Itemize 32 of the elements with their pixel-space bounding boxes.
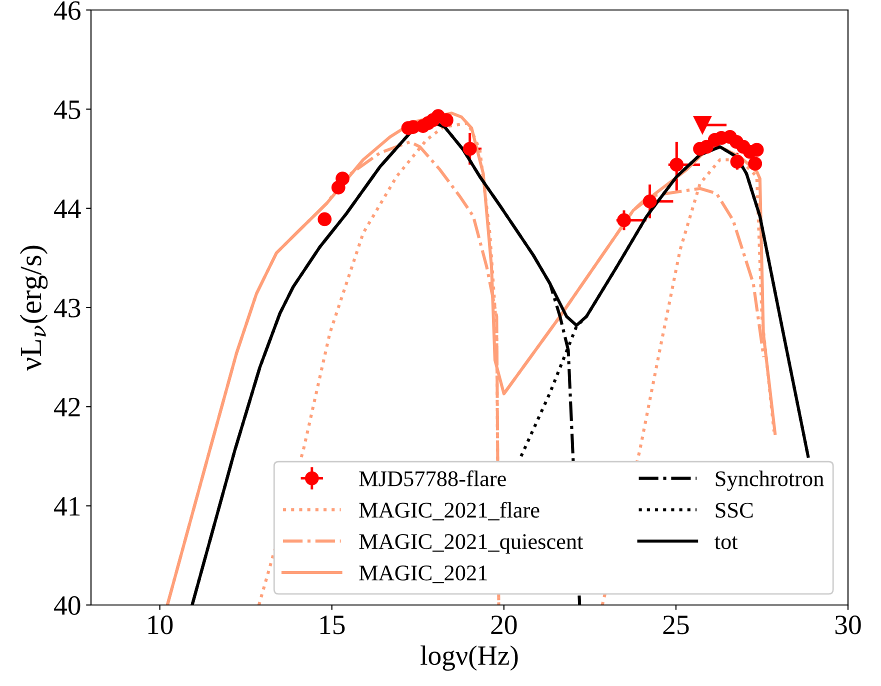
- legend-label: tot: [714, 536, 738, 550]
- legend-label: MAGIC_2021_flare: [359, 502, 540, 520]
- x-tick-label: 30: [835, 616, 861, 634]
- legend-label: MJD57788-flare: [359, 470, 506, 486]
- point: [462, 142, 477, 156]
- point: [748, 156, 762, 171]
- y-tick-label: 45: [54, 100, 80, 120]
- y-tick-label: 46: [54, 1, 80, 20]
- x-tick-label: 20: [491, 616, 517, 634]
- point: [440, 113, 454, 128]
- y-axis-title: νL$_{ν}$(erg/s): [20, 246, 48, 371]
- legend-label: MAGIC_2021_quiescent: [359, 534, 584, 554]
- point: [730, 154, 744, 169]
- point: [617, 213, 631, 228]
- legend-label: Synchrotron: [716, 470, 824, 491]
- point: [318, 212, 332, 226]
- legend-label: MAGIC_2021: [359, 565, 487, 584]
- point: [642, 194, 657, 208]
- x-tick-label: 10: [148, 616, 173, 634]
- point: [670, 158, 684, 172]
- y-tick-label: 41: [54, 497, 80, 516]
- legend-label: SSC: [716, 502, 753, 518]
- point: [750, 142, 764, 157]
- y-tick-label: 43: [54, 298, 80, 318]
- point: [336, 172, 350, 186]
- y-tick-label: 42: [54, 398, 80, 416]
- x-tick-label: 15: [320, 616, 345, 634]
- y-tick-label: 44: [54, 200, 81, 218]
- y-tick-label: 40: [54, 596, 80, 615]
- point: [693, 116, 712, 134]
- x-axis-title: logν(Hz): [420, 645, 518, 671]
- x-tick-label: 25: [663, 616, 689, 634]
